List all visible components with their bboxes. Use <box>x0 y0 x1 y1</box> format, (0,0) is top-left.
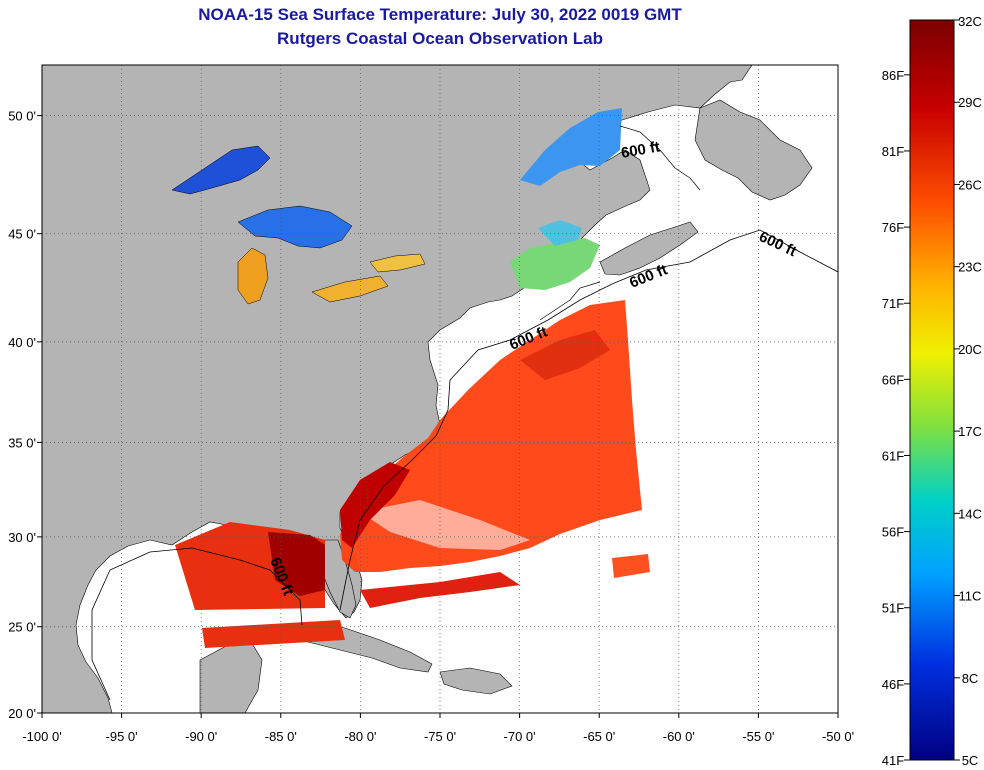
colorbar-f-label: 86F <box>882 68 904 83</box>
colorbar-f-label: 76F <box>882 220 904 235</box>
colorbar-f-label: 81F <box>882 144 904 159</box>
great-lakes <box>171 145 426 305</box>
colorbar-c-label: 17C <box>958 424 982 439</box>
colorbar-c-label: 23C <box>958 260 982 275</box>
lon-label: -80 0' <box>344 729 376 744</box>
land-newfoundland <box>694 99 813 201</box>
lon-label: -90 0' <box>185 729 217 744</box>
sst-east-patch <box>612 554 650 578</box>
colorbar-c-label: 14C <box>958 506 982 521</box>
colorbar-c-label: 11C <box>959 589 982 604</box>
lat-label: 35 0' <box>8 435 36 450</box>
colorbar-f-label: 46F <box>882 677 904 692</box>
colorbar-f-label: 56F <box>882 525 904 540</box>
colorbar-c-label: 5C <box>962 753 979 768</box>
colorbar-f-label: 51F <box>882 601 904 616</box>
colorbar-f-label: 71F <box>882 296 904 311</box>
lat-label: 30 0' <box>8 530 36 545</box>
cool-waters <box>510 108 622 290</box>
depth-contour-600ft <box>91 229 838 701</box>
lat-label: 45 0' <box>8 227 36 242</box>
colorbar-f-label: 41F <box>882 753 904 768</box>
lon-label: -85 0' <box>265 729 297 744</box>
colorbar-c-label: 29C <box>958 95 982 110</box>
sst-gulf-stream-core <box>340 462 410 548</box>
latitude-axis: 50 0' 45 0' 40 0' 35 0' 30 0' 25 0' 20 0' <box>8 109 42 721</box>
colorbar-f-label: 61F <box>882 448 904 463</box>
contour-label: 600 ft <box>620 138 662 162</box>
lat-label: 25 0' <box>8 620 36 635</box>
lon-label: -95 0' <box>106 729 138 744</box>
land-hispaniola <box>439 667 513 695</box>
colorbar-ticks: 32C 29C 26C 23C 20C 17C 14C 11C 8C 5C 86F 81F 76F 71F… <box>882 14 982 768</box>
depth-contour-gulf-of-maine <box>539 125 701 321</box>
map-title: NOAA-15 Sea Surface Temperature: July 30… <box>198 5 682 24</box>
lon-label: -65 0' <box>583 729 615 744</box>
sst-north-warm <box>520 330 610 380</box>
land-nova-scotia <box>599 221 699 276</box>
lon-label: -75 0' <box>424 729 456 744</box>
lat-label: 50 0' <box>8 109 36 124</box>
colorbar-f-label: 66F <box>882 372 904 387</box>
colorbar-c-label: 20C <box>958 342 982 357</box>
lat-label: 40 0' <box>8 335 36 350</box>
lon-label: -100 0' <box>22 729 61 744</box>
lon-label: -70 0' <box>504 729 536 744</box>
sst-gulf-swath-south <box>202 620 345 648</box>
sst-atlantic-cloud-streaks <box>360 500 530 550</box>
sst-gulf-warm-core <box>268 532 325 596</box>
colorbar <box>909 19 955 761</box>
lat-label: 20 0' <box>8 706 36 721</box>
longitude-axis: -100 0' -95 0' -90 0' -85 0' -80 0' -75 0' -70… <box>22 713 854 744</box>
lon-label: -50 0' <box>822 729 854 744</box>
colorbar-c-label: 8C <box>962 671 979 686</box>
lon-label: -55 0' <box>742 729 774 744</box>
lon-label: -60 0' <box>663 729 695 744</box>
map-subtitle: Rutgers Coastal Ocean Observation Lab <box>277 29 603 48</box>
colorbar-c-label: 26C <box>958 177 982 192</box>
graticule <box>42 65 838 713</box>
colorbar-c-label: 32C <box>958 14 982 29</box>
